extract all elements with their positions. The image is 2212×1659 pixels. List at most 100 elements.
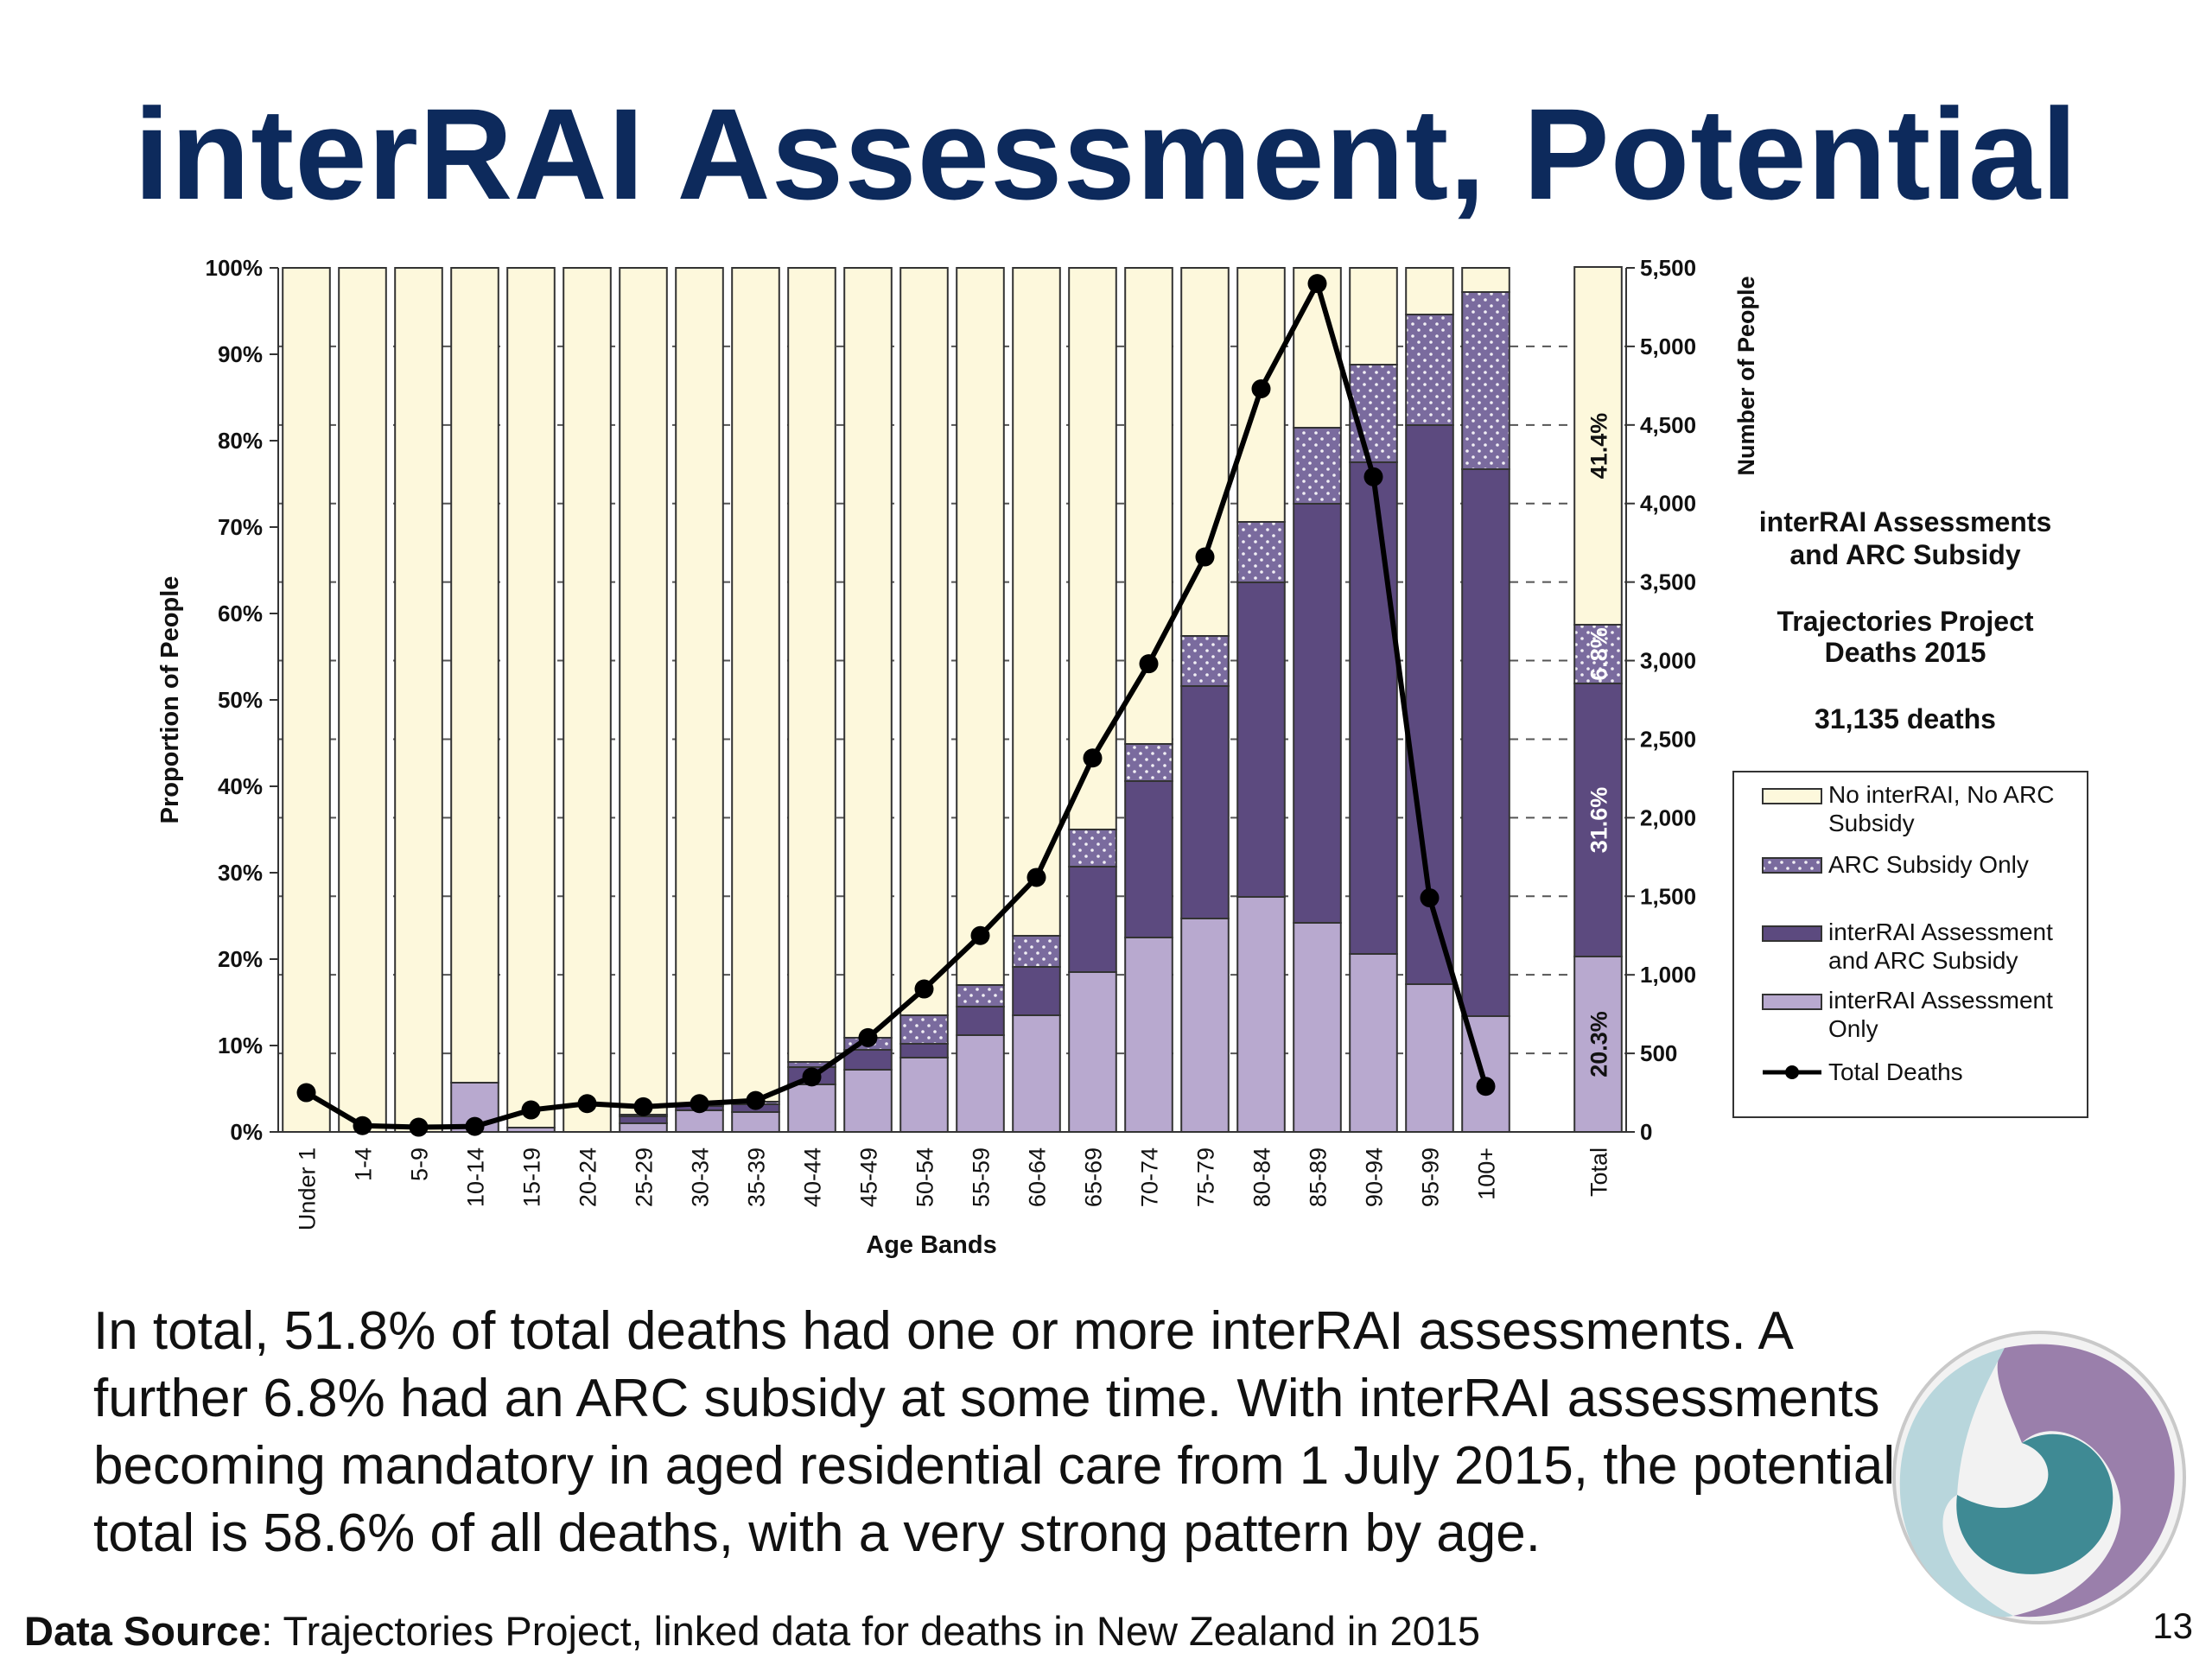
y2-tick-label: 3,500 [1640, 569, 1696, 595]
legend-label-arc-only: ARC Subsidy Only [1828, 851, 2029, 878]
total-deaths-point [1027, 868, 1046, 887]
logo-teal-swirl [1956, 1433, 2113, 1574]
total-deaths-line [296, 274, 1496, 1137]
x-tick-label: 90-94 [1362, 1147, 1388, 1207]
ministry-swirl-logo-icon [1892, 1331, 2186, 1624]
info-total-deaths: 31,135 deaths [1815, 703, 1996, 734]
x-tick-label: 15-19 [519, 1147, 545, 1207]
y-axis-label: Proportion of People [156, 576, 184, 824]
page-number: 13 [2152, 1605, 2193, 1646]
bar-segment [787, 267, 836, 1063]
bar-segment [1293, 267, 1342, 429]
bar-segment [619, 267, 668, 1116]
legend-label-interrai-arc-line-2: and ARC Subsidy [1828, 947, 2018, 974]
body-line-2: further 6.8% had an ARC subsidy at some … [93, 1369, 1880, 1428]
info-title-line-1: interRAI Assessments [1759, 506, 2052, 537]
bar-segment [675, 1109, 724, 1133]
bar-segment [1573, 624, 1623, 684]
bar-segment [282, 267, 331, 1133]
x-tick-label: 1-4 [351, 1147, 377, 1181]
bar-segment [1236, 521, 1286, 583]
legend-swatch [1762, 994, 1822, 1010]
y-tick-label: 60% [218, 601, 263, 626]
y2-axis-ticks: 0 500 1,000 1,500 2,000 2,500 3,000 3,500 4,000 4… [1626, 255, 1696, 1145]
y-tick-label: 10% [218, 1033, 263, 1058]
legend-label-interrai-only-line-2: Only [1828, 1015, 1878, 1042]
x-tick-label: 35-39 [744, 1147, 770, 1207]
info-block: interRAI Assessments and ARC Subsidy Tra… [1759, 506, 2052, 734]
bar-segment [1236, 582, 1286, 898]
y2-tick-label: 4,500 [1640, 412, 1696, 438]
x-tick-label: 5-9 [407, 1147, 433, 1181]
bar-segment [787, 1084, 836, 1133]
bar-segment [1349, 267, 1398, 365]
total-deaths-point [914, 979, 934, 999]
y-tick-label: 40% [218, 773, 263, 799]
total-deaths-point [970, 925, 990, 945]
bar-segment [619, 1122, 668, 1133]
bar-segment [1124, 743, 1173, 782]
bar-segment [1349, 364, 1398, 463]
bar-segment [899, 1043, 949, 1058]
bar-segment [1012, 267, 1061, 937]
x-tick-label: 30-34 [688, 1147, 714, 1207]
total-deaths-point [858, 1027, 878, 1047]
bar-segment [899, 1014, 949, 1045]
y2-tick-label: 5,500 [1640, 255, 1696, 281]
bar-segment [1012, 966, 1061, 1016]
y-tick-label: 30% [218, 860, 263, 886]
x-tick-label: 10-14 [463, 1147, 489, 1207]
y-tick-label: 20% [218, 946, 263, 972]
x-tick-label: 75-79 [1193, 1147, 1219, 1207]
legend-swatch [1762, 788, 1822, 804]
total-deaths-point [1307, 274, 1327, 294]
x-axis-label: Age Bands [866, 1231, 996, 1259]
info-title-line-2: and ARC Subsidy [1789, 539, 2020, 570]
bar-segment [1461, 267, 1510, 293]
total-bar-label: 41.4% [1586, 413, 1612, 480]
y2-tick-label: 3,000 [1640, 648, 1696, 674]
bar-segment [1180, 918, 1230, 1133]
total-deaths-point [1476, 1077, 1496, 1096]
total-deaths-point [1195, 547, 1215, 567]
legend-label-interrai-only-line-1: interRAI Assessment [1828, 987, 2053, 1014]
bar-segment [1068, 866, 1117, 973]
logo-lightblue-swirl [1899, 1348, 2013, 1618]
bar-segment [731, 267, 780, 1103]
x-tick-label: 60-64 [1025, 1147, 1051, 1207]
total-deaths-point [1139, 654, 1159, 674]
total-deaths-point [1420, 888, 1440, 908]
bar-segment [956, 1034, 1005, 1133]
bar-segment [1573, 266, 1623, 626]
y2-tick-label: 0 [1640, 1119, 1652, 1145]
total-deaths-point [1363, 467, 1383, 486]
bar-segment [843, 1049, 893, 1071]
bar-segment [563, 267, 612, 1133]
x-tick-label: 40-44 [800, 1147, 826, 1207]
total-bar-label: 20.3% [1586, 1011, 1612, 1077]
bar-segment [1012, 935, 1061, 968]
bar-segment [731, 1111, 780, 1133]
bar-segment [1236, 896, 1286, 1133]
legend-box [1732, 771, 2088, 1118]
bar-segment [1349, 461, 1398, 955]
bar-segment [1349, 953, 1398, 1133]
bar-segment [1405, 314, 1454, 426]
logo-purple-swirl [1997, 1344, 2175, 1618]
right-axis-gridlines [278, 345, 1626, 1055]
total-deaths-point [1251, 379, 1271, 398]
legend: No interRAI, No ARC Subsidy ARC Subsidy … [1732, 771, 2088, 1118]
x-tick-label: 45-49 [856, 1147, 882, 1207]
y2-tick-label: 2,500 [1640, 726, 1696, 752]
legend-swatch [1762, 857, 1822, 874]
bar-segment [1124, 937, 1173, 1133]
bar-segment [1068, 267, 1117, 830]
bar-segment [1573, 683, 1623, 957]
body-line-3: becoming mandatory in aged residential c… [93, 1436, 1896, 1496]
bar-segment [450, 267, 499, 1084]
bar-segment [1573, 956, 1623, 1133]
x-tick-label: 80-84 [1249, 1147, 1275, 1207]
bar-segment [843, 1069, 893, 1133]
body-line-4: total is 58.6% of all deaths, with a ver… [93, 1503, 1541, 1563]
